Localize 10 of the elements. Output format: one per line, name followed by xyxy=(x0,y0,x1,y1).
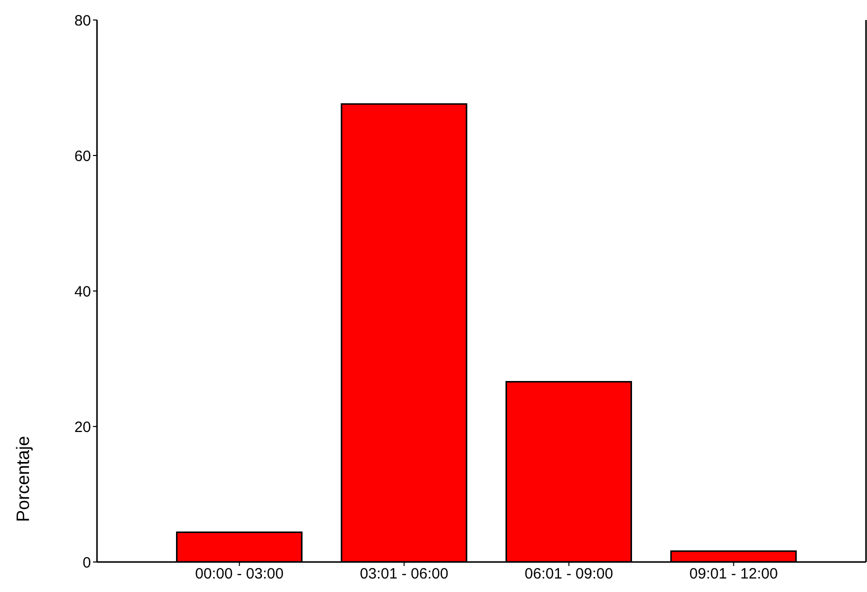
y-axis-title: Porcentaje xyxy=(13,436,33,522)
x-tick-label: 00:00 - 03:00 xyxy=(195,566,284,583)
y-tick-label: 60 xyxy=(74,148,91,165)
y-tick-label: 20 xyxy=(74,418,91,436)
y-tick-label: 0 xyxy=(82,554,91,572)
x-tick-label: 09:01 - 12:00 xyxy=(689,566,778,583)
y-tick-label: 40 xyxy=(74,283,91,300)
x-tick-label: 03:01 - 06:00 xyxy=(360,566,448,583)
x-tick-label: 06:01 - 09:00 xyxy=(524,566,614,583)
y-tick-label: 80 xyxy=(74,12,91,30)
